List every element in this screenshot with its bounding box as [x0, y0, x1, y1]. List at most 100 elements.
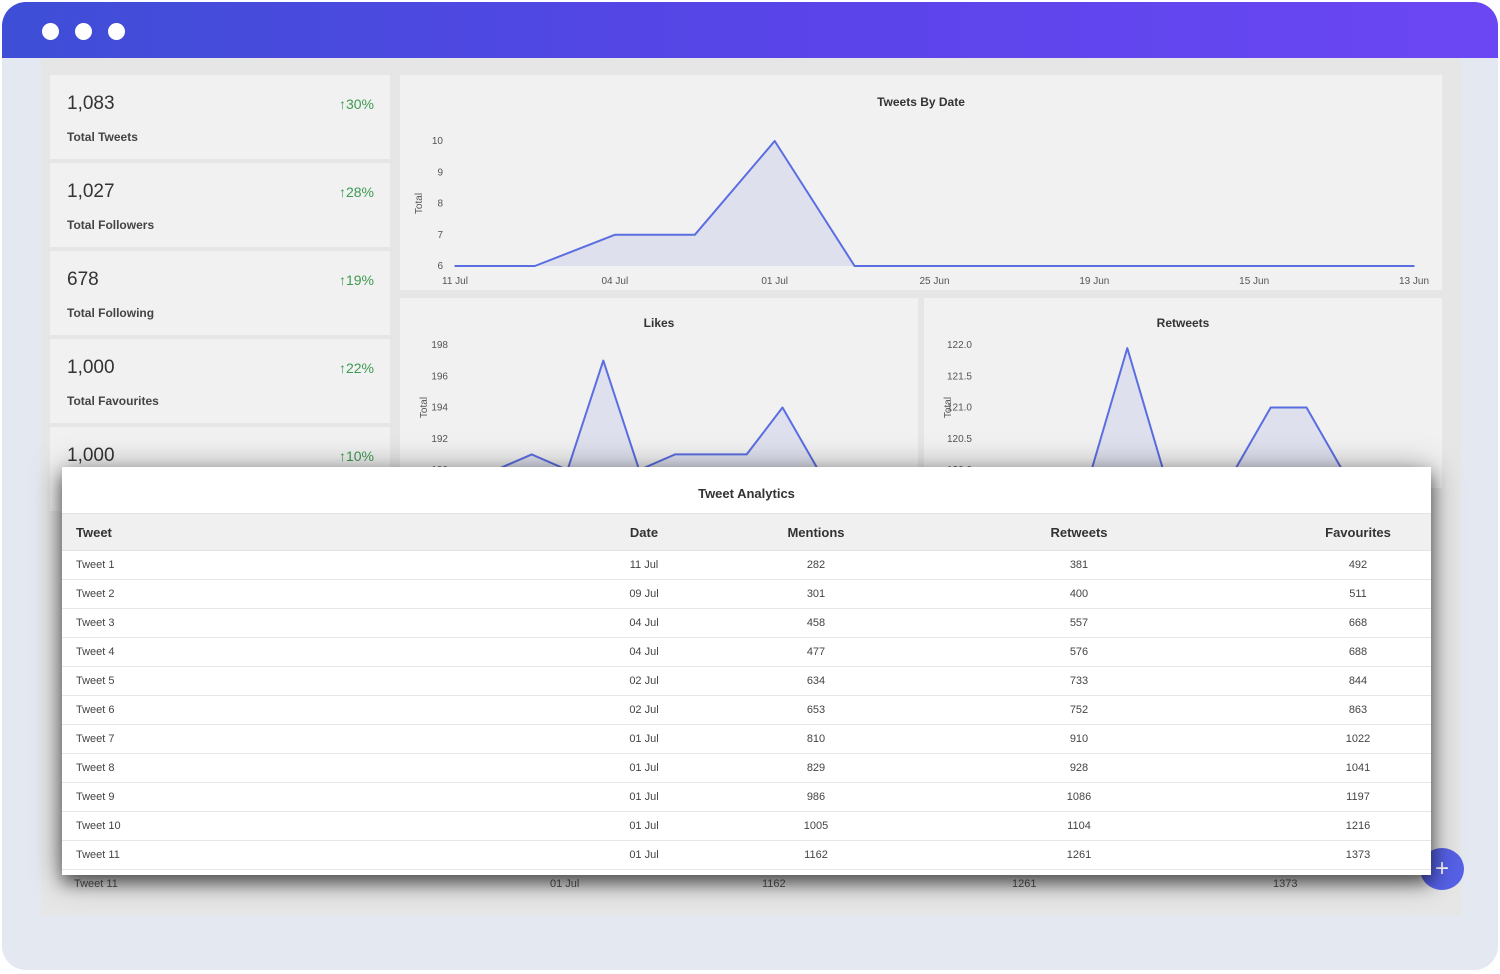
- data-point: [1333, 265, 1335, 267]
- cell-retweets: 557: [1069, 617, 1089, 629]
- cell-mentions: 634: [806, 675, 826, 687]
- y-tick-label: 121.5: [947, 371, 972, 382]
- column-header-mentions[interactable]: Mentions: [787, 525, 845, 540]
- data-point: [1413, 265, 1415, 267]
- cell-mentions: 986: [806, 791, 826, 803]
- cell-date: 01 Jul: [629, 733, 659, 745]
- table-row[interactable]: Tweet 5 02 Jul 634 733 844: [62, 667, 1431, 696]
- cell-date: 01 Jul: [550, 878, 580, 890]
- series-area: [984, 348, 1414, 470]
- table-row[interactable]: Tweet 6 02 Jul 653 752 863: [62, 696, 1431, 725]
- data-point: [853, 265, 856, 267]
- table-row[interactable]: Tweet 10 01 Jul 1005 1104 1216: [62, 812, 1431, 841]
- cell-favourites: 511: [1349, 588, 1367, 600]
- data-point: [454, 265, 456, 267]
- column-header-favourites[interactable]: Favourites: [1325, 525, 1391, 540]
- y-tick-label: 192: [431, 434, 448, 445]
- y-tick-label: 121.0: [947, 403, 972, 414]
- likes-chart: 190192194196198Total: [419, 340, 891, 476]
- stat-change: ↑28%: [338, 184, 374, 200]
- data-point: [745, 453, 748, 456]
- y-tick-label: 6: [437, 261, 443, 272]
- cell-tweet: Tweet 3: [76, 617, 115, 629]
- stat-change: ↑22%: [338, 360, 374, 376]
- y-axis-title: Total: [943, 397, 954, 418]
- column-header-date[interactable]: Date: [629, 525, 659, 540]
- x-tick-label: 01 Jul: [761, 276, 788, 287]
- column-header-retweets[interactable]: Retweets: [1050, 525, 1108, 540]
- arrow-up-icon: ↑: [338, 184, 346, 200]
- arrow-up-icon: ↑: [338, 448, 346, 464]
- series-area: [455, 141, 1414, 266]
- cell-tweet: Tweet 8: [76, 762, 115, 774]
- data-point: [773, 140, 776, 142]
- stat-card-total-following: 678 ↑19% Total Following: [50, 251, 390, 335]
- stat-change: ↑30%: [338, 96, 374, 112]
- cell-date: 11 Jul: [629, 559, 659, 571]
- cell-favourites: 1197: [1346, 791, 1370, 803]
- data-point: [1269, 406, 1272, 409]
- cell-favourites: 668: [1348, 617, 1368, 629]
- cell-mentions: 458: [806, 617, 826, 629]
- cell-tweet: Tweet 1: [76, 559, 115, 571]
- stat-card-total-favourites: 1,000 ↑22% Total Favourites: [50, 339, 390, 423]
- cell-tweet: Tweet 10: [76, 820, 121, 832]
- table-row[interactable]: Tweet 8 01 Jul 829 928 1041: [62, 754, 1431, 783]
- chart-title: Tweets By Date: [877, 95, 965, 109]
- stat-card-total-followers: 1,027 ↑28% Total Followers: [50, 163, 390, 247]
- cell-date: 04 Jul: [629, 617, 659, 629]
- cell-mentions: 477: [806, 646, 826, 658]
- y-tick-label: 120.5: [947, 434, 972, 445]
- cell-favourites: 1373: [1273, 878, 1298, 890]
- cell-date: 09 Jul: [629, 588, 659, 600]
- table-header: Tweet Date Mentions Retweets Favourites: [62, 513, 1431, 551]
- cell-retweets: 910: [1069, 733, 1089, 745]
- column-header-tweet[interactable]: Tweet: [76, 525, 112, 540]
- data-point: [933, 265, 936, 267]
- tweets-by-date-panel: Tweets By Date 6 7 8 9 10 Total 11 Jul 04 Jul 01…: [400, 75, 1442, 290]
- tweets-by-date-chart: 6 7 8 9 10 Total 11 Jul 04 Jul 01 Jul 25 Jun 19 Ju…: [414, 136, 1429, 287]
- chart-title: Likes: [643, 316, 675, 330]
- series-line: [984, 347, 1414, 471]
- cell-favourites: 844: [1348, 675, 1368, 687]
- cell-retweets: 576: [1069, 646, 1089, 658]
- y-tick-label: 8: [437, 199, 443, 210]
- table-row[interactable]: Tweet 3 04 Jul 458 557 668: [62, 609, 1431, 638]
- likes-panel: Likes 190192194196198Total: [400, 298, 918, 488]
- table-row[interactable]: Tweet 11 01 Jul 1162 1261 1373: [62, 841, 1431, 870]
- table-row[interactable]: Tweet 7 01 Jul 810 910 1022: [62, 725, 1431, 754]
- stat-value: 678: [67, 269, 99, 290]
- y-tick-label: 194: [431, 403, 448, 414]
- cell-date: 04 Jul: [629, 646, 659, 658]
- data-point: [1253, 265, 1255, 267]
- stat-label: Total Favourites: [67, 394, 159, 408]
- maximize-window-dot-icon[interactable]: [108, 23, 125, 40]
- table-row[interactable]: Tweet 2 09 Jul 301 400 511: [62, 580, 1431, 609]
- data-point: [1013, 265, 1016, 267]
- minimize-window-dot-icon[interactable]: [75, 23, 92, 40]
- stat-change: ↑19%: [338, 272, 374, 288]
- y-tick-label: 198: [431, 340, 448, 351]
- cell-mentions: 829: [806, 762, 826, 774]
- tweet-analytics-modal: Tweet Analytics Tweet Date Mentions Retw…: [62, 467, 1431, 875]
- cell-tweet: Tweet 11: [76, 849, 120, 861]
- cell-retweets: 752: [1069, 704, 1089, 716]
- close-window-dot-icon[interactable]: [42, 23, 59, 40]
- cell-retweets: 1261: [1012, 878, 1037, 890]
- arrow-up-icon: ↑: [338, 96, 346, 112]
- x-tick-label: 11 Jul: [442, 276, 468, 287]
- y-tick-label: 196: [431, 371, 448, 382]
- data-point: [1305, 406, 1308, 409]
- data-point: [614, 233, 616, 236]
- table-row[interactable]: Tweet 1 11 Jul 282 381 492: [62, 551, 1431, 580]
- data-point: [693, 233, 696, 236]
- stat-value: 1,027: [67, 181, 115, 202]
- modal-title: Tweet Analytics: [698, 486, 795, 501]
- table-row[interactable]: Tweet 4 04 Jul 477 576 688: [62, 638, 1431, 667]
- table-row[interactable]: Tweet 9 01 Jul 986 1086 1197: [62, 783, 1431, 812]
- arrow-up-icon: ↑: [338, 360, 346, 376]
- background-table-row: Tweet 11 01 Jul 1162 1261 1373: [60, 878, 1430, 892]
- stat-value: 1,000: [67, 445, 115, 466]
- x-tick-label: 13 Jun: [1399, 276, 1429, 287]
